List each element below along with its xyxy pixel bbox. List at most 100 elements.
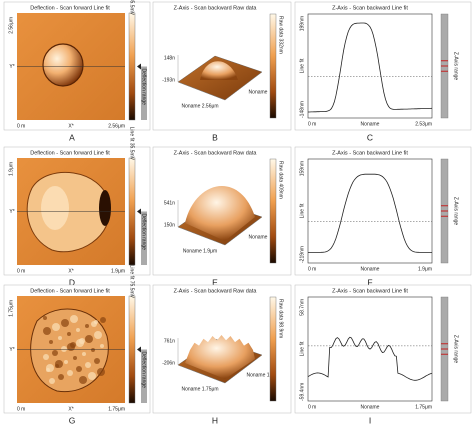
x-max-label: 2.56μm xyxy=(108,123,125,129)
texture xyxy=(85,362,91,368)
range-marker xyxy=(137,346,141,353)
plot-area xyxy=(307,13,433,119)
profile-line xyxy=(307,336,433,381)
texture xyxy=(100,344,104,348)
texture xyxy=(85,335,93,343)
y-min-label: -219nm xyxy=(299,246,305,263)
panel-title: Z-Axis - Scan backward Line fit xyxy=(332,150,408,156)
x-mid-label: X* xyxy=(68,406,73,412)
texture xyxy=(85,324,89,328)
texture xyxy=(91,321,97,327)
plot-area xyxy=(307,296,433,402)
texture xyxy=(94,358,100,364)
x-max-label: 1.9μm xyxy=(111,268,125,274)
x-mid-label: X* xyxy=(68,123,73,129)
y-max-label: 199nm xyxy=(299,16,305,31)
range-marker xyxy=(137,63,141,70)
panel-label: I xyxy=(369,415,371,425)
texture xyxy=(43,316,47,320)
x-mid-label: Noname xyxy=(361,121,380,127)
colorbar xyxy=(269,13,277,119)
panel-title: Deflection - Scan forward Line fit xyxy=(30,288,110,294)
y-mid-label: Y* xyxy=(9,64,14,70)
x-min-label: 0 m xyxy=(308,121,316,127)
texture xyxy=(58,374,64,380)
texture xyxy=(70,315,78,323)
z-min-label: -193n xyxy=(162,77,175,83)
panel-label: E xyxy=(212,277,218,287)
colorbar-label: Raw data 409nm xyxy=(278,161,284,199)
panel-label: H xyxy=(212,415,218,425)
z-min-label: 150n xyxy=(164,222,175,228)
texture xyxy=(64,360,68,364)
colorbar-label: Line fit 35.5mV xyxy=(129,0,135,16)
range-label: Deflection range xyxy=(141,69,147,106)
y-axis-label: Line fit xyxy=(299,203,305,218)
texture xyxy=(76,328,80,332)
texture xyxy=(100,317,106,323)
y-max-label: 1.75μm xyxy=(8,300,14,317)
texture xyxy=(58,336,62,340)
x-min-label: 0 m xyxy=(308,266,316,272)
range-label: Z-Axis range xyxy=(453,52,459,81)
colorbar xyxy=(128,295,136,404)
y-axis-label: Noname xyxy=(249,234,268,240)
panel-title: Z-Axis - Scan backward Raw data xyxy=(174,288,258,294)
texture xyxy=(82,352,86,356)
x-min-label: 0 m xyxy=(17,268,25,274)
z-max-label: 761n xyxy=(164,338,175,344)
texture xyxy=(73,356,77,360)
texture xyxy=(46,368,50,372)
colorbar-label: Line fit 75.5mV xyxy=(129,265,135,299)
range-label: Z-Axis range xyxy=(453,197,459,226)
panel-title: Z-Axis - Scan backward Raw data xyxy=(174,5,258,11)
texture xyxy=(67,343,75,351)
range-bar xyxy=(141,349,147,403)
axis-box xyxy=(177,200,263,246)
colorbar-label: Raw data 332nm xyxy=(278,16,284,54)
range-marker xyxy=(137,208,141,215)
x-max-label: 1.75μm xyxy=(415,404,432,410)
x-axis-label: Noname 1.9μm xyxy=(183,248,217,254)
range-label: Deflection range xyxy=(141,214,147,251)
x-axis-label: Noname 2.56μm xyxy=(181,103,218,109)
surface-bump xyxy=(185,335,255,379)
z-min-label: -206n xyxy=(162,360,175,366)
y-max-label: 159nm xyxy=(299,161,305,176)
x-max-label: 2.53μm xyxy=(415,121,432,127)
texture xyxy=(94,331,102,339)
texture xyxy=(67,332,71,336)
colorbar xyxy=(269,158,277,264)
profile-line xyxy=(308,173,432,253)
particle xyxy=(42,43,84,87)
y-axis-label: Noname xyxy=(249,89,268,95)
x-max-label: 1.9μm xyxy=(418,266,432,272)
colorbar-label: Raw data 98.9nm xyxy=(278,299,284,338)
texture xyxy=(76,366,82,372)
texture xyxy=(61,346,67,352)
y-max-label: 2.56μm xyxy=(8,17,14,34)
y-axis-label: Noname 1 xyxy=(246,372,269,378)
texture xyxy=(88,372,96,380)
z-max-label: 148n xyxy=(164,55,175,61)
colorbar xyxy=(128,157,136,266)
texture xyxy=(97,368,105,376)
texture xyxy=(79,376,87,384)
texture xyxy=(43,354,49,360)
panel-label: B xyxy=(212,132,218,142)
x-mid-label: Noname xyxy=(361,404,380,410)
y-min-label: -59.4nm xyxy=(299,383,305,401)
x-min-label: 0 m xyxy=(308,404,316,410)
range-bar xyxy=(141,211,147,265)
texture xyxy=(52,323,60,331)
panel-label: D xyxy=(69,277,75,287)
texture xyxy=(91,348,95,352)
x-min-label: 0 m xyxy=(17,406,25,412)
y-mid-label: Y* xyxy=(9,209,14,215)
colorbar xyxy=(269,296,277,402)
highlight xyxy=(41,186,69,230)
plot-area xyxy=(307,158,433,264)
y-min-label: -148nm xyxy=(299,101,305,118)
x-min-label: 0 m xyxy=(17,123,25,129)
